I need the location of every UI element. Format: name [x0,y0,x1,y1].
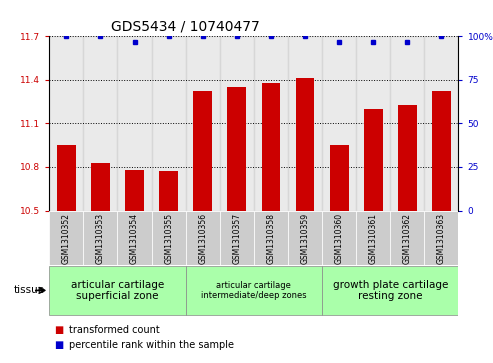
Bar [424,211,458,265]
Bar [330,145,349,211]
Bar [49,211,83,265]
Bar [117,36,151,211]
Bar [322,211,356,265]
Bar [322,266,458,315]
Bar [398,105,417,211]
Text: transformed count: transformed count [69,325,160,335]
Bar [117,211,151,265]
Bar [49,266,186,315]
Bar [254,211,288,265]
Text: GSM1310352: GSM1310352 [62,213,71,264]
Bar [356,211,390,265]
Bar [83,211,117,265]
Bar [288,36,322,211]
Text: GSM1310357: GSM1310357 [232,213,242,264]
Text: GSM1310355: GSM1310355 [164,213,173,264]
Text: articular cartilage
intermediate/deep zones: articular cartilage intermediate/deep zo… [201,281,307,300]
Bar [390,211,424,265]
Bar [159,171,178,211]
Text: GSM1310360: GSM1310360 [335,213,344,264]
Bar [356,36,390,211]
Text: tissue: tissue [13,285,44,295]
Bar [186,211,220,265]
Bar [220,211,254,265]
Bar [296,78,315,211]
Text: GDS5434 / 10740477: GDS5434 / 10740477 [110,20,259,34]
Text: GSM1310362: GSM1310362 [403,213,412,264]
Bar [83,36,117,211]
Bar [288,211,322,265]
Bar [125,170,144,211]
Bar [390,36,424,211]
Text: GSM1310354: GSM1310354 [130,213,139,264]
Bar [424,36,458,211]
Text: GSM1310361: GSM1310361 [369,213,378,264]
Bar [262,83,281,211]
Bar [220,36,254,211]
Bar [91,163,110,211]
Bar [57,145,76,211]
Text: GSM1310359: GSM1310359 [301,213,310,264]
Bar [49,36,83,211]
Bar [186,36,220,211]
Text: GSM1310363: GSM1310363 [437,213,446,264]
Text: GSM1310356: GSM1310356 [198,213,207,264]
Bar [151,36,186,211]
Bar [322,36,356,211]
Text: ■: ■ [54,325,64,335]
Text: GSM1310358: GSM1310358 [266,213,276,264]
Bar [254,36,288,211]
Text: ■: ■ [54,340,64,350]
Bar [186,266,322,315]
Text: articular cartilage
superficial zone: articular cartilage superficial zone [71,280,164,301]
Text: growth plate cartilage
resting zone: growth plate cartilage resting zone [333,280,448,301]
Bar [151,211,186,265]
Bar [227,87,246,211]
Text: GSM1310353: GSM1310353 [96,213,105,264]
Text: percentile rank within the sample: percentile rank within the sample [69,340,234,350]
Bar [193,91,212,211]
Bar [432,91,451,211]
Bar [364,109,383,211]
